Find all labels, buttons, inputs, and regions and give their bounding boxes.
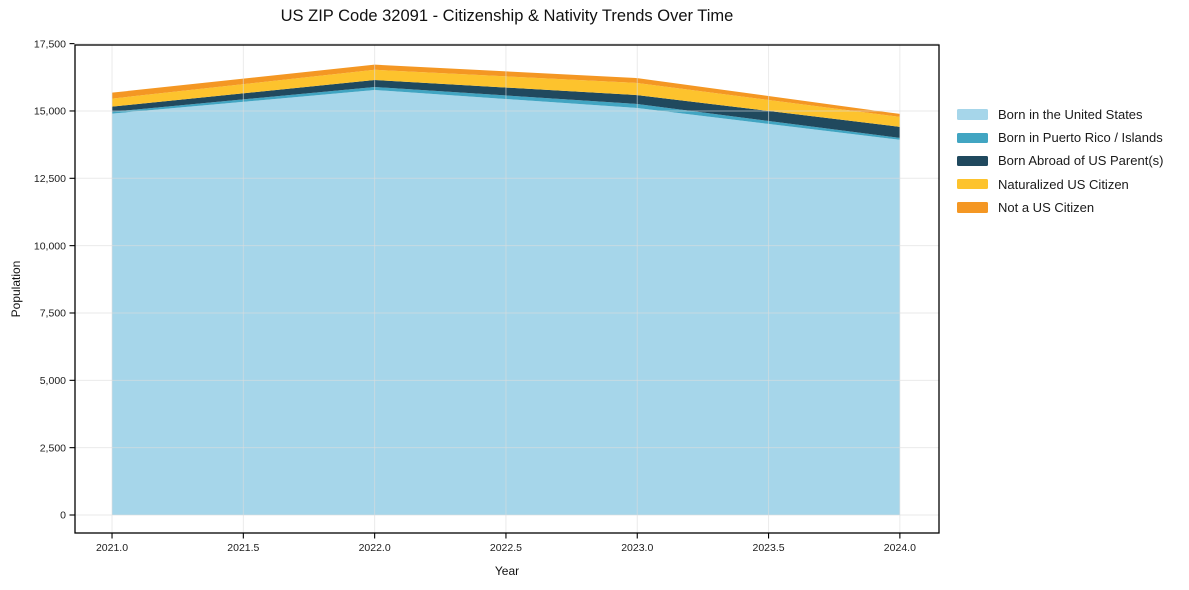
x-axis-label: Year	[494, 564, 520, 578]
legend-item: Born Abroad of US Parent(s)	[957, 149, 1163, 172]
y-axis-label: Population	[9, 260, 23, 318]
y-tick-label: 17,500	[34, 38, 66, 50]
x-tick-label: 2023.0	[621, 542, 653, 554]
y-tick-label: 5,000	[40, 375, 66, 387]
x-tick-label: 2024.0	[884, 542, 916, 554]
chart-title: US ZIP Code 32091 - Citizenship & Nativi…	[280, 7, 734, 25]
legend-swatch-icon	[957, 202, 988, 213]
x-tick-label: 2022.5	[490, 542, 522, 554]
legend-item: Born in Puerto Rico / Islands	[957, 126, 1163, 149]
x-tick-label: 2021.5	[227, 542, 259, 554]
legend-item: Born in the United States	[957, 103, 1163, 126]
legend-label: Born in the United States	[998, 107, 1143, 123]
legend-swatch-icon	[957, 132, 988, 144]
legend-item: Naturalized US Citizen	[957, 173, 1163, 196]
legend: Born in the United States Born in Puerto …	[957, 103, 1163, 219]
legend-swatch-icon	[957, 155, 988, 167]
y-tick-label: 12,500	[34, 173, 66, 185]
plot-border	[74, 44, 940, 534]
area-series-3	[112, 69, 900, 127]
y-tick-label: 2,500	[40, 442, 66, 454]
legend-label: Naturalized US Citizen	[998, 176, 1129, 192]
y-tick-label: 10,000	[34, 240, 66, 252]
legend-label: Born Abroad of US Parent(s)	[998, 153, 1164, 169]
x-tick-label: 2022.0	[359, 542, 391, 554]
legend-label: Not a US Citizen	[998, 199, 1095, 215]
legend-label: Born in Puerto Rico / Islands	[998, 130, 1163, 146]
y-tick-label: 15,000	[34, 106, 66, 118]
legend-swatch-icon	[957, 178, 988, 190]
y-tick-label: 7,500	[40, 308, 66, 320]
legend-swatch-icon	[957, 109, 988, 120]
legend-item: Not a US Citizen	[957, 196, 1163, 219]
y-tick-label: 0	[60, 510, 66, 522]
x-tick-label: 2023.5	[753, 542, 785, 554]
x-tick-label: 2021.0	[96, 542, 128, 554]
